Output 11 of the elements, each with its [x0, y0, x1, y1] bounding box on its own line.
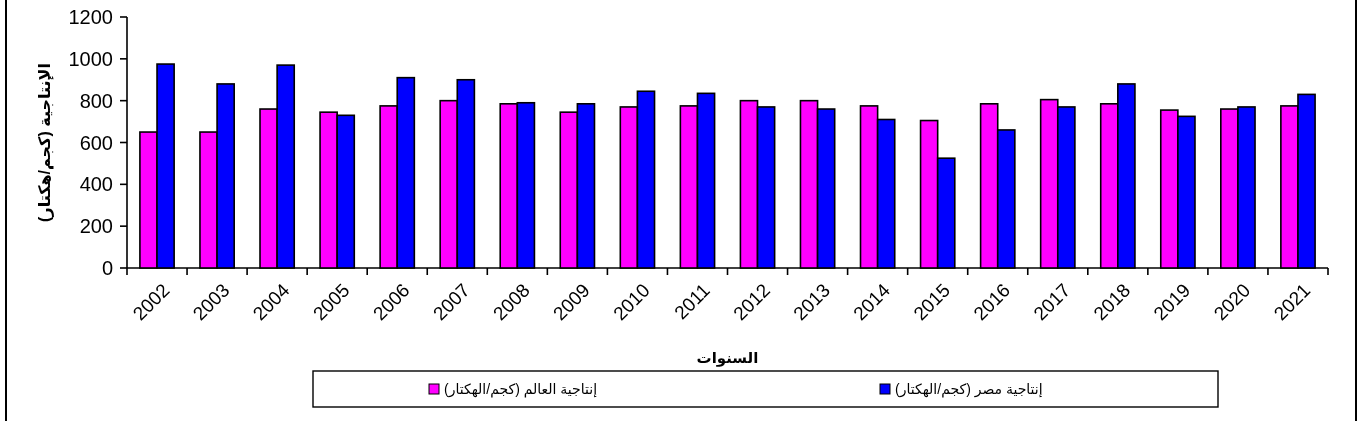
legend-label: إنتاجية العالم (كجم/الهكتار) — [444, 381, 598, 398]
y-axis-title: الإنتاجية (كجم/هكتار) — [35, 63, 54, 222]
y-tick-label: 1200 — [68, 6, 113, 28]
y-tick-label: 600 — [79, 131, 113, 154]
x-axis-title: السنوات — [696, 348, 759, 367]
y-tick-label: 1000 — [68, 47, 113, 70]
legend-label: إنتاجية مصر (كجم/الهكتار) — [895, 381, 1043, 398]
y-tick-label: 0 — [101, 257, 113, 279]
y-tick-label: 800 — [79, 89, 113, 112]
y-tick-label: 200 — [79, 215, 113, 238]
y-tick-label: 400 — [79, 173, 113, 196]
